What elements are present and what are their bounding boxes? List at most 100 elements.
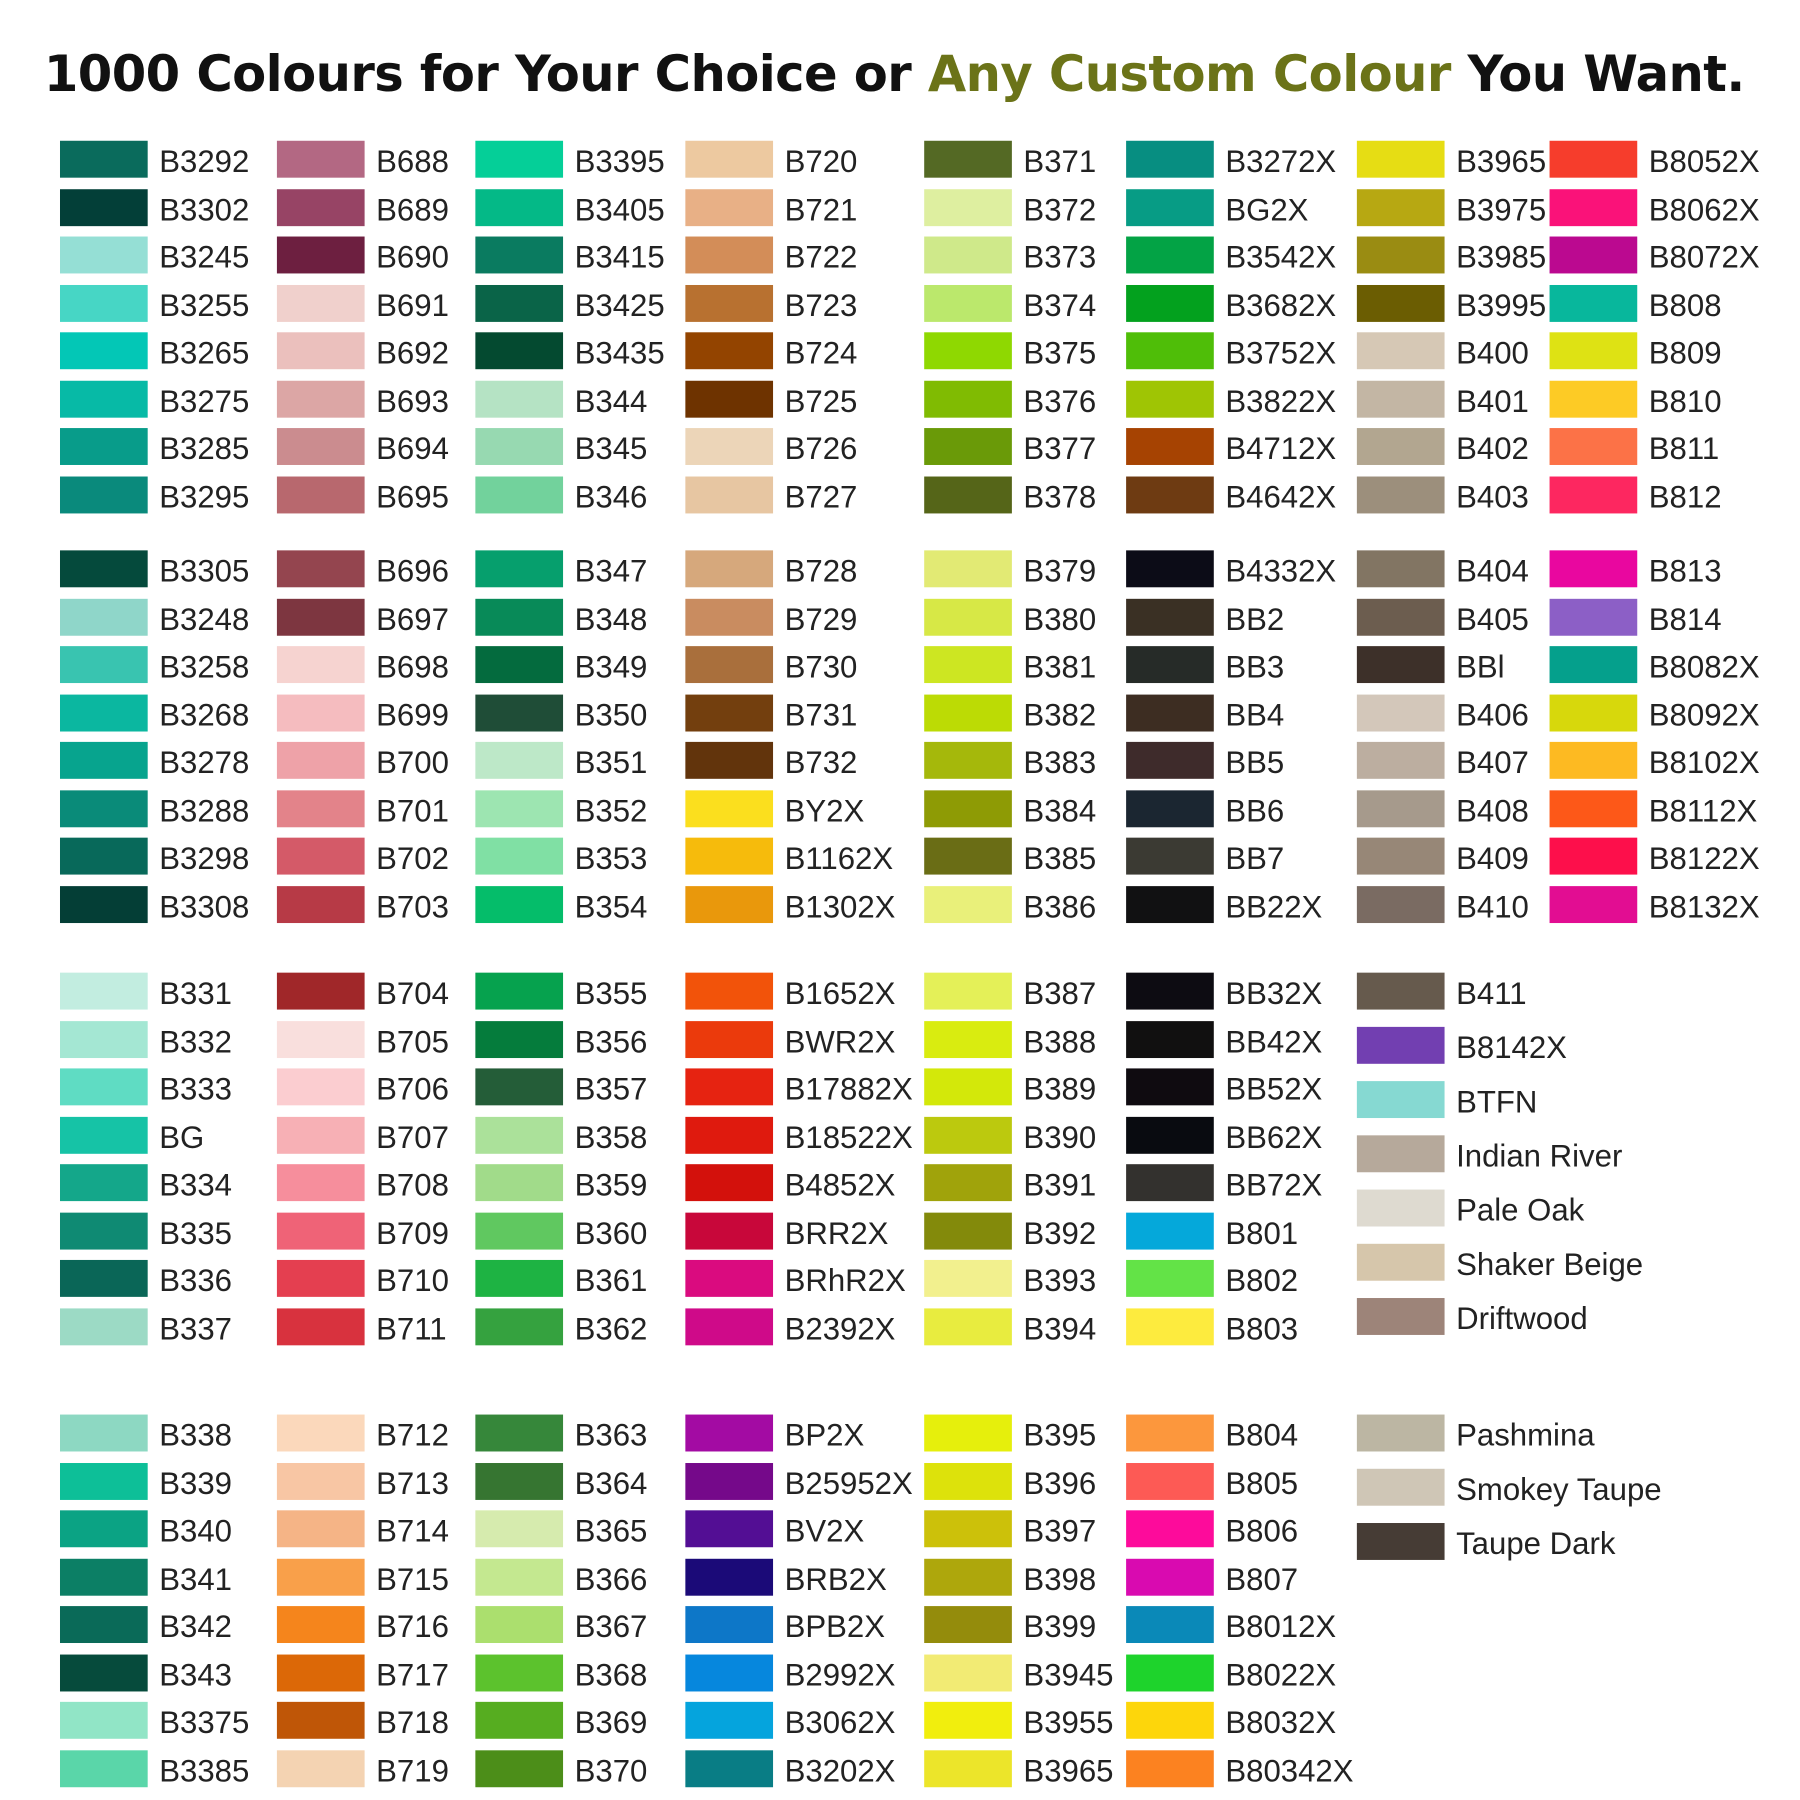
colour-code-label: B811: [1648, 431, 1720, 467]
colour-swatch: [59, 1462, 148, 1500]
colour-code-label: B369: [574, 1705, 648, 1740]
colour-code-label: B8092X: [1648, 697, 1760, 733]
colour-code-label: BB22X: [1225, 889, 1323, 924]
colour-swatch: [924, 694, 1012, 731]
colour-swatch: [59, 1164, 148, 1202]
colour-code-label: B700: [376, 745, 449, 780]
colour-swatch: [59, 1701, 148, 1739]
colour-swatch: [1549, 646, 1638, 684]
colour-code-label: B336: [159, 1263, 232, 1299]
colour-swatch: [1356, 236, 1445, 274]
colour-swatch: [1549, 550, 1638, 588]
colour-code-label: B2992X: [784, 1657, 896, 1693]
colour-code-label: B342: [159, 1609, 232, 1645]
title-part-1: 1000 Colours for Your Choice or: [43, 46, 928, 104]
colour-code-label: B354: [574, 889, 648, 924]
colour-code-label: B360: [574, 1215, 648, 1251]
colour-swatch: [1356, 475, 1445, 513]
colour-swatch: [59, 1212, 148, 1249]
colour-swatch: [1356, 1243, 1445, 1281]
colour-code-label: B350: [574, 697, 648, 733]
colour-code-label: B3822X: [1225, 383, 1337, 419]
colour-code-label: B371: [1023, 144, 1097, 179]
colour-swatch: [475, 1414, 564, 1452]
colour-swatch: [276, 972, 365, 1010]
colour-swatch: [1126, 284, 1214, 322]
colour-code-label: B382: [1023, 697, 1097, 733]
colour-code-label: B805: [1225, 1465, 1299, 1501]
colour-code-label: B379: [1023, 553, 1097, 589]
colour-code-label: B402: [1456, 431, 1529, 467]
colour-swatch: [1126, 428, 1214, 465]
colour-swatch: [1549, 188, 1638, 226]
colour-swatch: [475, 694, 564, 731]
colour-swatch: [475, 1606, 564, 1644]
colour-swatch: [924, 885, 1012, 923]
colour-swatch: [59, 380, 148, 418]
colour-swatch: [1126, 1116, 1214, 1154]
colour-code-label: B357: [574, 1071, 648, 1107]
colour-code-label: B396: [1023, 1465, 1097, 1501]
colour-swatch: [59, 236, 148, 274]
colour-code-label: B726: [784, 431, 858, 467]
colour-code-label: B696: [376, 553, 449, 589]
colour-swatch: [59, 1414, 148, 1452]
colour-code-label: B697: [376, 601, 449, 637]
colour-swatch: [1126, 380, 1214, 418]
colour-swatch: [685, 1020, 774, 1058]
colour-code-label: B3275: [159, 383, 250, 419]
colour-swatch: [1126, 646, 1214, 684]
colour-swatch: [59, 789, 148, 827]
colour-code-label: B721: [784, 192, 858, 227]
colour-swatch: [276, 380, 365, 418]
colour-swatch: [475, 380, 564, 418]
colour-code-label: B703: [376, 889, 449, 924]
colour-code-label: B3298: [159, 841, 250, 876]
colour-code-label: B688: [376, 144, 449, 179]
colour-swatch: [1126, 1164, 1214, 1202]
colour-swatch: [685, 1558, 774, 1596]
colour-code-label: B802: [1225, 1263, 1299, 1299]
colour-code-label: B706: [376, 1071, 449, 1107]
colour-code-label: B356: [574, 1023, 648, 1059]
colour-code-label: B3425: [574, 287, 665, 323]
colour-swatch: [685, 1116, 774, 1154]
colour-swatch: [276, 1068, 365, 1106]
colour-code-label: B18522X: [784, 1119, 913, 1155]
colour-swatch: [924, 550, 1012, 588]
colour-swatch: [1126, 1307, 1214, 1345]
colour-swatch: [475, 188, 564, 226]
colour-swatch: [475, 646, 564, 684]
colour-swatch: [1356, 1298, 1445, 1335]
colour-swatch: [924, 140, 1012, 178]
colour-code-label: B340: [159, 1513, 232, 1549]
colour-swatch: [1356, 428, 1445, 465]
colour-code-label: B393: [1023, 1263, 1097, 1299]
colour-code-label: BB7: [1225, 841, 1285, 876]
colour-code-label: B333: [159, 1071, 232, 1107]
colour-swatch: [685, 1653, 774, 1691]
colour-swatch: [1549, 284, 1638, 322]
colour-code-label: B17882X: [784, 1071, 913, 1107]
colour-code-label: B701: [376, 793, 449, 828]
colour-code-label: BPB2X: [784, 1609, 886, 1645]
colour-code-label: B8112X: [1648, 793, 1758, 828]
colour-code-label: B25952X: [784, 1465, 913, 1501]
colour-swatch: [1549, 789, 1638, 827]
colour-swatch: [1126, 837, 1214, 875]
colour-code-label: B411: [1456, 976, 1527, 1011]
title-accent: Any Custom Colour: [927, 46, 1452, 104]
colour-code-label: B729: [784, 601, 858, 637]
colour-code-label: B804: [1225, 1418, 1299, 1453]
colour-swatch: [924, 1068, 1012, 1106]
colour-code-label: B730: [784, 649, 858, 685]
colour-swatch: [276, 598, 365, 636]
colour-swatch: [59, 885, 148, 923]
colour-code-label: B332: [159, 1023, 232, 1059]
colour-code-label: B3288: [159, 793, 250, 828]
colour-code-label: BB4: [1225, 697, 1285, 733]
colour-swatch: [1356, 1468, 1445, 1506]
colour-code-label: B8082X: [1648, 649, 1760, 685]
colour-code-label: B346: [574, 479, 648, 515]
colour-swatch: [276, 1749, 365, 1787]
